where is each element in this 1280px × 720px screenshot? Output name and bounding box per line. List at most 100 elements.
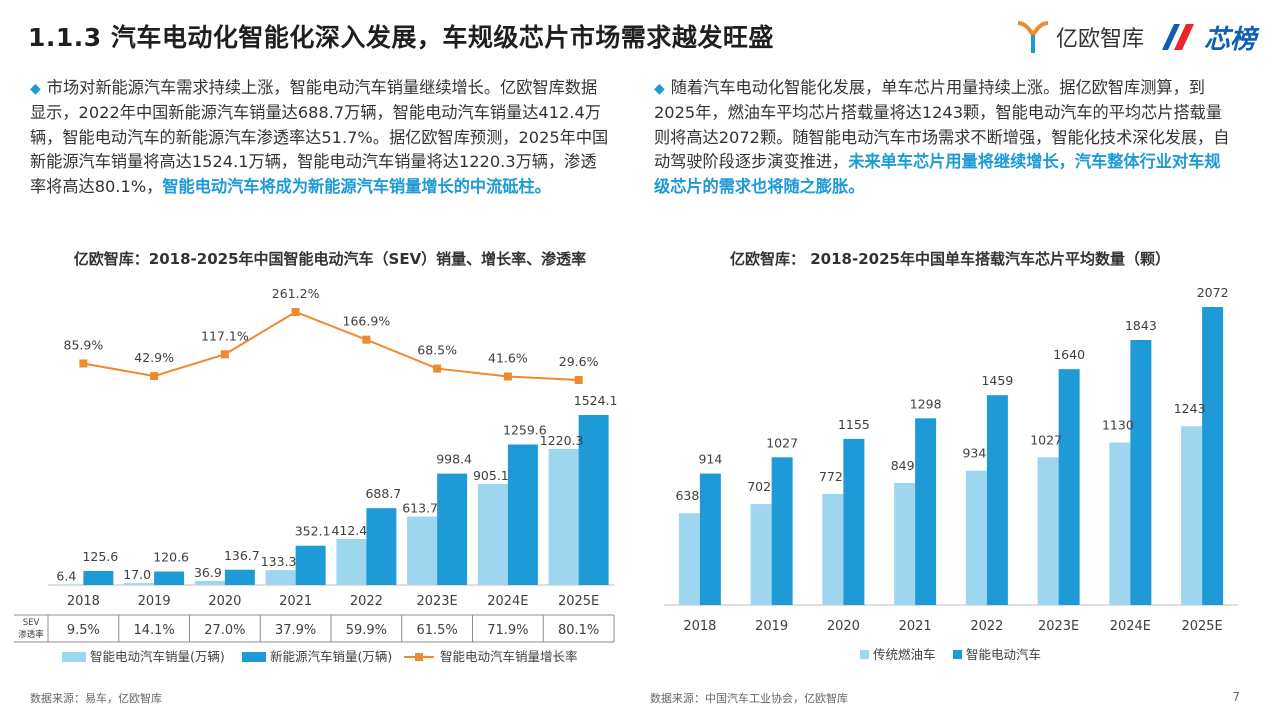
left-paragraph-highlight: 智能电动汽车将成为新能源汽车销量增长的中流砥柱。 xyxy=(162,176,551,196)
brand-xinbang: 芯榜 xyxy=(1203,24,1256,55)
bar-label-ice: 934 xyxy=(962,446,986,461)
bar-nev-sales xyxy=(295,545,326,585)
bar-label-ice: 772 xyxy=(819,469,843,484)
x-tick-label: 2022 xyxy=(970,619,1003,634)
table-row-label: 渗透率 xyxy=(18,629,44,640)
bar-label-sev: 914 xyxy=(698,452,722,467)
legend-label-sev: 智能电动汽车销量(万辆) xyxy=(90,649,225,664)
bar-sev-chips xyxy=(1202,307,1224,605)
bar-label-ice: 638 xyxy=(675,488,699,503)
bar-label-nev: 1524.1 xyxy=(574,393,618,408)
x-tick-label: 2019 xyxy=(755,619,788,634)
growth-rate-marker xyxy=(503,372,512,381)
bar-label-ice: 1027 xyxy=(1030,432,1062,447)
bar-label-nev: 1259.6 xyxy=(503,423,547,438)
table-penetration-value: 71.9% xyxy=(487,623,528,638)
bar-ice-chips xyxy=(750,504,772,605)
bar-sev-chips xyxy=(1058,369,1080,605)
bar-label-sev: 1155 xyxy=(838,417,870,432)
legend-swatch-ice xyxy=(860,650,869,659)
bar-sev-chips xyxy=(986,395,1008,605)
growth-rate-marker xyxy=(433,364,442,373)
bar-label-sev: 2072 xyxy=(1197,285,1229,300)
growth-rate-line xyxy=(83,310,579,381)
table-penetration-value: 27.0% xyxy=(204,623,245,638)
right-paragraph-highlight: 未来单车芯片用量将继续增长，汽车整体行业对车规级芯片的需求也将随之膨胀。 xyxy=(654,152,1221,196)
bar-nev-sales xyxy=(507,444,538,585)
x-tick-label: 2020 xyxy=(827,619,860,634)
bar-label-sev: 613.7 xyxy=(402,501,438,516)
bar-label-sev: 1027 xyxy=(766,435,798,450)
bar-label-nev: 998.4 xyxy=(436,452,472,467)
bullet-diamond-icon: ◆ xyxy=(654,81,665,97)
bar-ice-chips xyxy=(822,493,844,605)
bar-label-sev: 36.9 xyxy=(194,565,222,580)
bar-sev-sales xyxy=(548,448,579,585)
bar-nev-sales xyxy=(366,508,397,585)
bar-nev-sales xyxy=(83,570,114,585)
bar-sev-sales xyxy=(477,484,508,585)
right-paragraph: ◆ 随着汽车电动化智能化发展，单车芯片用量持续上涨。据亿欧智库测算，到2025年，… xyxy=(654,76,1236,199)
growth-rate-label: 85.9% xyxy=(64,337,104,352)
xinbang-logo-icon xyxy=(1161,24,1194,50)
bar-label-sev: 1220.3 xyxy=(540,433,584,448)
bullet-diamond-icon: ◆ xyxy=(30,81,41,97)
bar-label-sev: 1298 xyxy=(910,396,942,411)
bar-sev-sales xyxy=(336,539,367,585)
bar-label-nev: 125.6 xyxy=(82,549,118,564)
bar-label-ice: 849 xyxy=(891,458,915,473)
bar-sev-chips xyxy=(843,438,865,605)
bar-label-sev: 905.1 xyxy=(473,468,509,483)
bar-label-nev: 688.7 xyxy=(365,486,401,501)
bar-label-nev: 352.1 xyxy=(295,524,331,539)
bar-sev-chips xyxy=(915,418,937,605)
bar-nev-sales xyxy=(154,571,185,585)
legend-swatch-sev xyxy=(953,650,962,659)
source-left: 数据来源：易车，亿欧智库 xyxy=(30,692,162,705)
growth-rate-label: 41.6% xyxy=(488,350,528,365)
bar-ice-chips xyxy=(1109,442,1131,605)
legend-swatch-sev xyxy=(62,652,86,662)
chart1-title: 亿欧智库：2018-2025年中国智能电动汽车（SEV）销量、增长率、渗透率 xyxy=(73,250,587,268)
x-tick-label: 2021 xyxy=(899,619,932,634)
bar-label-nev: 120.6 xyxy=(153,550,189,565)
growth-rate-label: 166.9% xyxy=(343,314,391,329)
growth-rate-label: 261.2% xyxy=(272,286,320,301)
chart2-title: 亿欧智库： 2018-2025年中国单车搭载汽车芯片平均数量（颗） xyxy=(730,250,1170,268)
bar-label-sev: 412.4 xyxy=(331,523,367,538)
bar-ice-chips xyxy=(1181,426,1203,605)
bar-sev-sales xyxy=(407,516,438,585)
left-paragraph: ◆ 市场对新能源汽车需求持续上涨，智能电动汽车销量继续增长。亿欧智库数据显示，20… xyxy=(30,76,612,199)
table-penetration-value: 37.9% xyxy=(275,623,316,638)
page-title: 1.1.3 汽车电动化智能化深入发展，车规级芯片市场需求越发旺盛 xyxy=(28,23,774,52)
growth-rate-label: 117.1% xyxy=(201,328,249,343)
x-tick-label: 2024E xyxy=(487,594,528,609)
bar-sev-sales xyxy=(265,570,296,585)
x-tick-label: 2025E xyxy=(558,594,599,609)
bar-ice-chips xyxy=(678,513,700,605)
x-tick-label: 2023E xyxy=(1038,619,1079,634)
bar-label-sev: 1459 xyxy=(981,373,1013,388)
x-tick-label: 2018 xyxy=(683,619,716,634)
bar-nev-sales xyxy=(578,415,609,585)
table-penetration-value: 9.5% xyxy=(67,623,100,638)
x-tick-label: 2023E xyxy=(416,594,457,609)
legend-label-ice: 传统燃油车 xyxy=(873,647,936,662)
legend-marker-growth xyxy=(415,653,423,661)
bar-sev-chips xyxy=(771,457,793,605)
bar-label-sev: 133.3 xyxy=(261,554,297,569)
left-paragraph-text: 市场对新能源汽车需求持续上涨，智能电动汽车销量继续增长。亿欧智库数据显示，202… xyxy=(30,78,609,196)
table-row-label: SEV xyxy=(23,618,40,628)
growth-rate-label: 42.9% xyxy=(134,350,174,365)
growth-rate-marker xyxy=(150,372,159,381)
growth-rate-label: 29.6% xyxy=(559,354,599,369)
logo: 亿欧智库 芯榜 xyxy=(1016,16,1256,58)
bar-sev-sales xyxy=(194,580,225,585)
growth-rate-marker xyxy=(220,350,229,359)
x-tick-label: 2020 xyxy=(208,594,241,609)
bar-label-sev: 1640 xyxy=(1053,347,1085,362)
page-number: 7 xyxy=(1232,690,1240,704)
table-penetration-value: 61.5% xyxy=(416,623,457,638)
bar-ice-chips xyxy=(894,482,916,605)
